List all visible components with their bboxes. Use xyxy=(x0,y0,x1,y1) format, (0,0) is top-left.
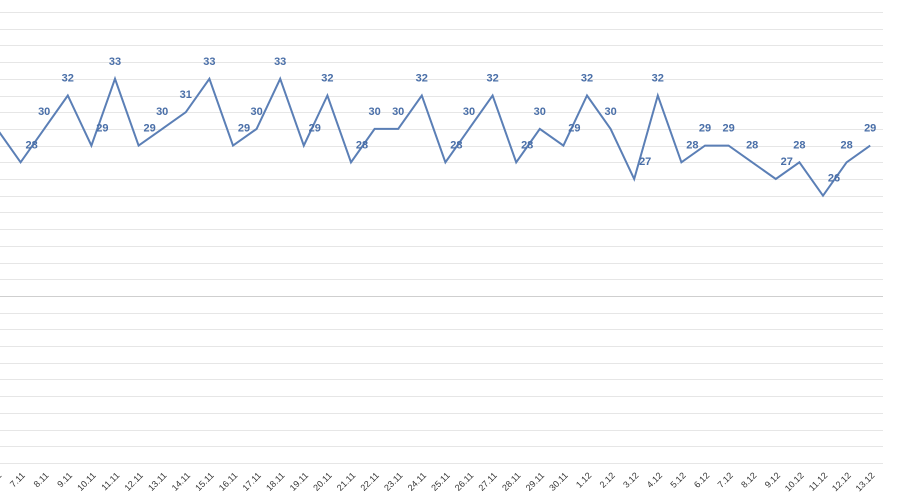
x-tick-label: 9.12 xyxy=(763,470,782,489)
data-label: 29 xyxy=(864,123,876,135)
data-label: 27 xyxy=(639,156,651,168)
x-tick-label: 10.12 xyxy=(783,470,806,493)
data-label: 30 xyxy=(604,106,616,118)
x-tick-label: 26.11 xyxy=(453,470,476,493)
data-label: 29 xyxy=(722,123,734,135)
x-tick-label: 23.11 xyxy=(382,470,405,493)
data-label: 28 xyxy=(840,139,852,151)
data-label: 32 xyxy=(581,73,593,85)
x-tick-label: 30.11 xyxy=(547,470,570,493)
data-label: 32 xyxy=(652,73,664,85)
data-label: 33 xyxy=(274,56,286,68)
data-label: 28 xyxy=(450,139,462,151)
data-label: 29 xyxy=(309,123,321,135)
x-tick-label: 14.11 xyxy=(170,470,193,493)
data-label: 28 xyxy=(746,139,758,151)
x-tick-label: 11.12 xyxy=(807,470,830,493)
x-tick-label: 6.12 xyxy=(692,470,711,489)
data-label: 29 xyxy=(238,123,250,135)
data-label: 32 xyxy=(321,73,333,85)
x-tick-label: 24.11 xyxy=(406,470,429,493)
data-label: 28 xyxy=(521,139,533,151)
x-tick-label: 8.12 xyxy=(739,470,758,489)
data-label: 28 xyxy=(356,139,368,151)
x-tick-label: 11.11 xyxy=(99,470,121,492)
data-label: 28 xyxy=(793,139,805,151)
x-tick-label: 8.11 xyxy=(32,470,51,489)
x-tick-label: 12.11 xyxy=(122,470,145,493)
x-tick-label: 9.11 xyxy=(55,470,74,489)
x-tick-label: 21.11 xyxy=(335,470,358,493)
x-axis-tick-labels: 6.11 7.11 8.11 9.11 10.11 11.11 12.11 13.11 14.1… xyxy=(0,470,877,493)
data-label: 32 xyxy=(416,73,428,85)
x-tick-label: 10.11 xyxy=(75,470,98,493)
x-tick-label: 18.11 xyxy=(264,470,287,493)
data-label: 33 xyxy=(203,56,215,68)
series-line xyxy=(0,75,871,198)
data-label: 30 xyxy=(156,106,168,118)
x-tick-label: 20.11 xyxy=(311,470,334,493)
x-tick-label: 28.11 xyxy=(500,470,523,493)
data-label: 28 xyxy=(25,139,37,151)
data-label: 29 xyxy=(143,123,155,135)
series-line-group xyxy=(0,75,871,198)
data-label: 30 xyxy=(368,106,380,118)
x-tick-label: 5.12 xyxy=(668,470,687,489)
x-tick-label: 2.12 xyxy=(598,470,617,489)
data-label: 31 xyxy=(180,89,192,101)
x-tick-label: 3.12 xyxy=(621,470,640,489)
data-label: 26 xyxy=(828,173,840,185)
data-label: 30 xyxy=(392,106,404,118)
x-tick-label: 12.12 xyxy=(830,470,853,493)
data-label: 33 xyxy=(109,56,121,68)
x-tick-label: 25.11 xyxy=(429,470,452,493)
data-label: 29 xyxy=(96,123,108,135)
data-label: 29 xyxy=(568,123,580,135)
x-tick-label: 29.11 xyxy=(524,470,547,493)
data-label: 32 xyxy=(62,73,74,85)
gridlines xyxy=(0,12,883,464)
data-label: 30 xyxy=(534,106,546,118)
data-label: 30 xyxy=(38,106,50,118)
data-label: 28 xyxy=(686,139,698,151)
x-tick-label: 15.11 xyxy=(193,470,216,493)
x-tick-label: 22.11 xyxy=(358,470,381,493)
data-label: 27 xyxy=(781,156,793,168)
data-label: 30 xyxy=(463,106,475,118)
data-label: 29 xyxy=(699,123,711,135)
x-tick-label: 19.11 xyxy=(288,470,311,493)
data-labels: 0283032293329303133293033293228303032283… xyxy=(0,56,876,185)
x-tick-label: 27.11 xyxy=(476,470,499,493)
x-tick-label: 1.12 xyxy=(574,470,593,489)
x-tick-label: 16.11 xyxy=(217,470,240,493)
x-tick-label: 6.11 xyxy=(0,470,3,489)
x-tick-label: 13.12 xyxy=(854,470,877,493)
data-label: 32 xyxy=(486,73,498,85)
x-tick-label: 4.12 xyxy=(645,470,664,489)
x-tick-label: 7.11 xyxy=(8,470,27,489)
data-label: 30 xyxy=(250,106,262,118)
x-tick-label: 17.11 xyxy=(240,470,263,493)
x-tick-label: 7.12 xyxy=(716,470,735,489)
x-tick-label: 13.11 xyxy=(146,470,169,493)
